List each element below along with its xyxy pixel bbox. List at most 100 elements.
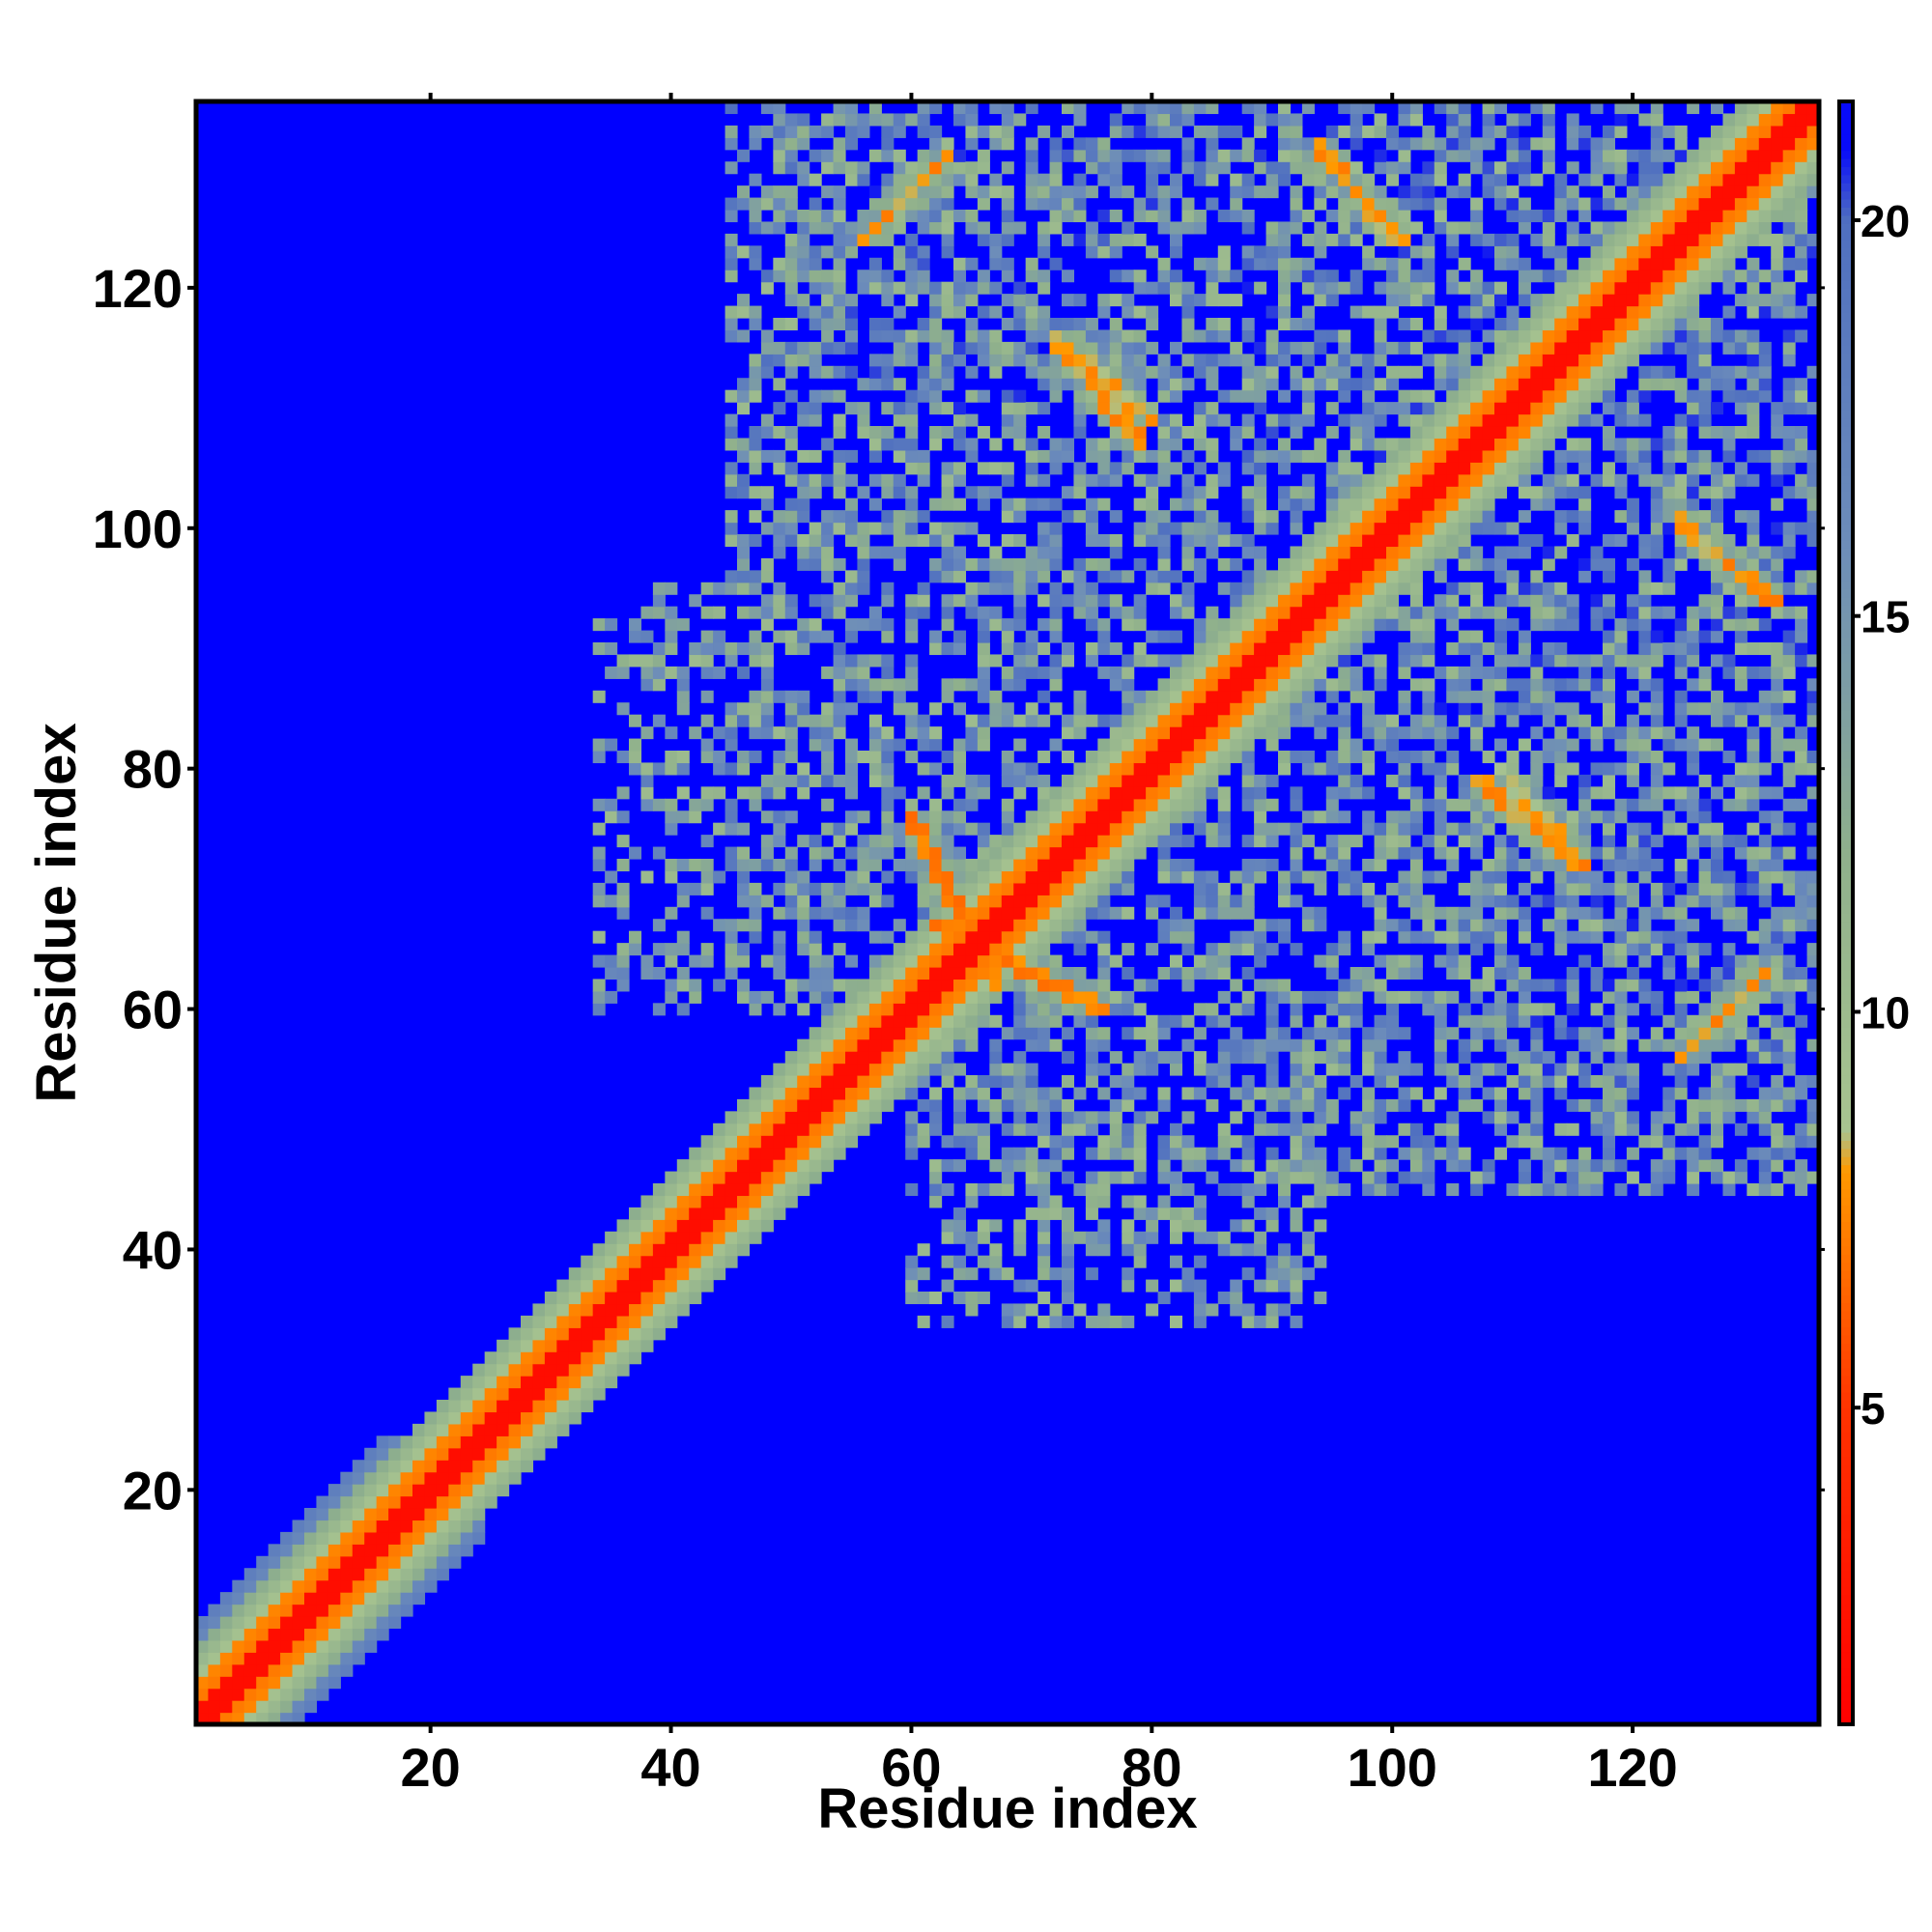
heatmap-cell [1386,751,1400,764]
heatmap-cell [760,618,774,632]
heatmap-cell [268,1592,281,1605]
heatmap-cell [941,281,954,295]
heatmap-cell [1037,534,1051,548]
heatmap-cell [1193,798,1207,811]
heatmap-cell [881,1075,895,1089]
heatmap-cell [989,281,1003,295]
heatmap-cell [1170,1014,1183,1028]
heatmap-cell [1301,751,1315,764]
heatmap-cell [1398,967,1411,980]
heatmap-cell [1542,473,1555,487]
heatmap-cell [1470,822,1484,836]
heatmap-cell [929,125,943,138]
heatmap-cell [1374,305,1387,319]
heatmap-cell [700,835,714,848]
heatmap-cell [1506,113,1520,127]
heatmap-cell [893,197,906,211]
heatmap-cell [1193,125,1207,138]
heatmap-cell [1170,870,1183,884]
heatmap-cell [1482,895,1495,908]
heatmap-cell [1434,570,1447,583]
heatmap-cell [568,1387,582,1401]
heatmap-cell [905,859,919,872]
heatmap-cell [965,1243,979,1257]
heatmap-cell [1062,1292,1075,1305]
heatmap-cell [1554,930,1568,944]
heatmap-cell [953,426,967,440]
heatmap-cell [868,835,882,848]
heatmap-cell [629,630,642,643]
heatmap-cell [1398,1171,1411,1184]
heatmap-cell [1506,582,1520,595]
heatmap-cell [665,751,678,764]
heatmap-cell [544,1303,557,1317]
heatmap-cell [1122,738,1135,752]
heatmap-cell [905,979,919,992]
heatmap-cell [1542,738,1555,752]
heatmap-cell [700,1207,714,1220]
heatmap-cell [1049,449,1063,463]
heatmap-cell [1350,270,1363,283]
heatmap-cell [1409,510,1423,524]
heatmap-cell [1398,257,1411,270]
heatmap-cell [1193,101,1207,115]
heatmap-cell [304,1531,318,1545]
heatmap-cell [724,473,738,487]
heatmap-cell [845,1063,859,1076]
heatmap-cell [1398,318,1411,331]
heatmap-cell [749,210,762,223]
heatmap-cell [1434,365,1447,379]
heatmap-cell [905,1014,919,1028]
heatmap-cell [1325,522,1339,535]
heatmap-cell [929,702,943,716]
heatmap-cell [1542,678,1555,692]
heatmap-cell [1049,185,1063,199]
heatmap-cell [1254,919,1267,932]
heatmap-cell [797,497,810,511]
heatmap-cell [1157,125,1171,138]
heatmap-cell [1062,1219,1075,1233]
heatmap-cell [1001,870,1014,884]
heatmap-cell [1025,835,1038,848]
heatmap-cell [1422,233,1435,246]
heatmap-cell [376,1555,389,1569]
heatmap-cell [1530,618,1544,632]
heatmap-cell [1518,294,1531,307]
heatmap-cell [1181,654,1195,668]
heatmap-cell [1530,354,1544,367]
heatmap-cell [1109,1051,1122,1065]
heatmap-cell [1109,751,1122,764]
heatmap-cell [1049,798,1063,811]
heatmap-cell [905,1135,919,1149]
heatmap-cell [905,954,919,968]
heatmap-cell [845,678,859,692]
heatmap-cell [857,810,870,824]
heatmap-cell [1446,497,1460,511]
heatmap-cell [268,1544,281,1557]
heatmap-cell [845,1122,859,1136]
heatmap-cell [1398,1147,1411,1160]
heatmap-cell [1193,822,1207,836]
heatmap-cell [1422,270,1435,283]
heatmap-cell [1362,967,1376,980]
heatmap-cell [1482,113,1495,127]
heatmap-cell [605,870,618,884]
heatmap-cell [1001,751,1014,764]
heatmap-cell [737,979,751,992]
heatmap-cell [941,294,954,307]
heatmap-cell [700,630,714,643]
heatmap-cell [784,859,798,872]
heatmap-cell [1073,714,1087,727]
heatmap-cell [773,762,786,776]
heatmap-cell [1085,774,1098,787]
heatmap-cell [953,570,967,583]
heatmap-cell [196,1676,210,1690]
heatmap-cell [1049,462,1063,475]
heatmap-cell [1470,462,1484,475]
heatmap-cell [1386,606,1400,619]
heatmap-cell [845,919,859,932]
heatmap-cell [749,389,762,403]
heatmap-cell [1350,990,1363,1004]
heatmap-cell [1157,270,1171,283]
heatmap-cell [773,810,786,824]
